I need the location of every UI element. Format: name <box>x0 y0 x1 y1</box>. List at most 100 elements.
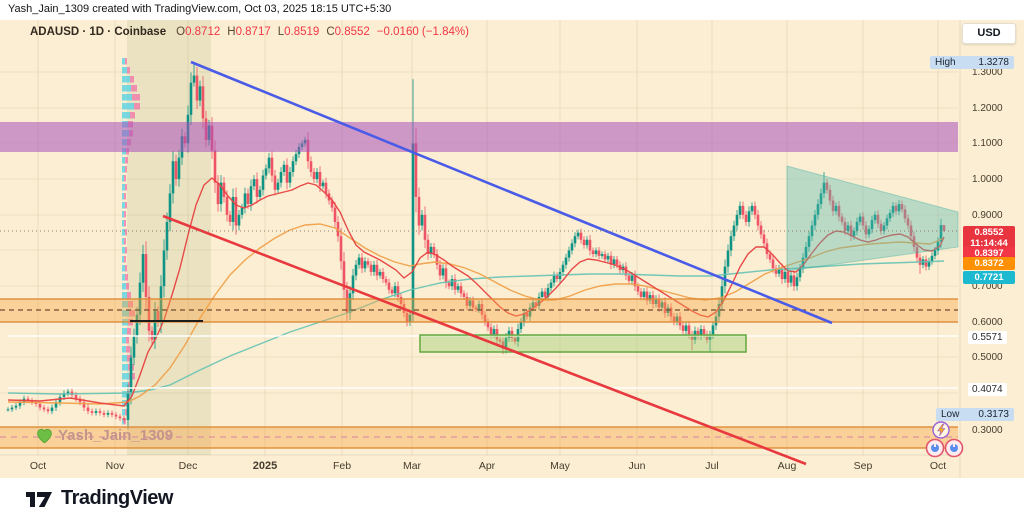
candle-body <box>489 327 493 335</box>
candle-body <box>645 291 649 301</box>
candle-body <box>714 316 718 326</box>
tradingview-logo[interactable]: TradingView <box>24 487 173 510</box>
volume-profile-up-bar <box>122 112 130 119</box>
candle-body <box>801 257 805 269</box>
time-axis-label: Jul <box>705 460 719 472</box>
candle-body <box>822 182 826 194</box>
candle-body <box>501 341 505 349</box>
candle-body <box>597 250 601 256</box>
candle-body <box>477 304 481 310</box>
candle-body <box>345 289 349 313</box>
price-tick-label: 0.5000 <box>972 351 1003 363</box>
candle-body <box>468 300 472 306</box>
candle-body <box>273 175 277 190</box>
candle-body <box>264 168 268 176</box>
candle-body <box>90 411 94 413</box>
volume-profile-up-bar <box>122 364 128 371</box>
candle-body <box>309 161 313 172</box>
volume-profile-down-bar <box>124 238 126 245</box>
candle-body <box>144 254 148 297</box>
candle-body <box>870 220 874 230</box>
volume-profile-up-bar <box>122 418 124 425</box>
candle-body <box>798 268 802 278</box>
ma-price-label-orange: 0.8372 <box>963 256 1015 270</box>
candle-body <box>561 264 565 272</box>
candle-body <box>486 321 490 328</box>
volume-profile-up-bar <box>122 229 125 236</box>
time-axis-label: May <box>550 460 570 472</box>
candle-body <box>372 264 376 272</box>
currency-toggle-button[interactable]: USD <box>962 23 1016 44</box>
candle-body <box>786 271 790 283</box>
time-axis-label: Aug <box>777 460 797 472</box>
candle-body <box>636 286 640 292</box>
candle-body <box>219 182 223 205</box>
candle-body <box>567 250 571 258</box>
candle-body <box>243 193 247 208</box>
candle-body <box>159 286 163 322</box>
candle-body <box>705 334 709 340</box>
volume-profile-down-bar <box>131 85 137 92</box>
candle-body <box>357 257 361 265</box>
volume-profile-up-bar <box>122 157 125 164</box>
candle-body <box>879 223 883 231</box>
candle-body <box>78 398 82 403</box>
candle-body <box>471 300 475 308</box>
price-tick-label: 0.9000 <box>972 209 1003 221</box>
volume-profile-down-bar <box>128 301 133 308</box>
volume-profile-up-bar <box>122 238 124 245</box>
candle-body <box>216 182 220 205</box>
symbol-title[interactable]: ADAUSD · 1D · Coinbase <box>30 26 167 38</box>
volume-profile-down-bar <box>130 112 135 119</box>
volume-profile-up-bar <box>122 373 129 380</box>
candle-body <box>249 186 253 205</box>
volume-profile-down-bar <box>132 94 140 101</box>
reaction-icons[interactable] <box>913 410 975 465</box>
volume-profile-up-bar <box>122 337 126 344</box>
candle-body <box>900 204 904 210</box>
candle-body <box>852 230 856 237</box>
symbol-legend: ADAUSD · 1D · Coinbase O0.8712 H0.8717 L0.8… <box>30 26 469 38</box>
volume-profile-up-bar <box>122 292 127 299</box>
candle-body <box>126 393 130 421</box>
candle-body <box>189 82 193 115</box>
candle-body <box>648 295 652 301</box>
candle-body <box>642 291 646 297</box>
candle-body <box>570 243 574 251</box>
candle-body <box>171 161 175 194</box>
candle-body <box>6 409 10 411</box>
ma-line-orange <box>7 223 945 405</box>
volume-profile-up-bar <box>122 220 124 227</box>
volume-profile-down-bar <box>125 229 127 236</box>
volume-profile-up-bar <box>122 175 124 182</box>
candle-body <box>756 214 760 226</box>
candle-body <box>627 275 631 281</box>
price-axis[interactable]: 1.3000 1.2000 1.1000 1.0000 0.9000 0.7000 0.60… <box>958 20 1024 478</box>
candle-body <box>789 275 793 283</box>
candle-body <box>147 296 151 331</box>
candle-body <box>669 307 673 317</box>
green-demand-box <box>419 334 747 353</box>
candle-body <box>252 179 256 187</box>
time-axis-label: Sep <box>853 460 873 472</box>
candle-body <box>414 143 418 197</box>
candle-body <box>942 225 946 231</box>
time-axis[interactable]: Oct Nov Dec 2025 Feb Mar Apr May Jun Jul Aug Sep Oct <box>0 455 958 478</box>
volume-profile-down-bar <box>126 283 129 290</box>
candle-body <box>546 287 550 297</box>
candle-body <box>903 209 907 219</box>
candle-body <box>234 196 238 226</box>
price-tick-label: 1.2000 <box>972 102 1003 114</box>
candle-body <box>927 261 931 267</box>
candle-body <box>873 214 877 221</box>
candle-body <box>753 205 757 215</box>
candle-body <box>813 214 817 226</box>
candle-body <box>915 246 919 258</box>
volume-profile-up-bar <box>122 166 125 173</box>
candle-body <box>168 193 172 222</box>
candle-body <box>564 257 568 265</box>
time-axis-label: 2025 <box>252 460 278 472</box>
candle-body <box>600 254 604 256</box>
candle-body <box>576 232 580 237</box>
